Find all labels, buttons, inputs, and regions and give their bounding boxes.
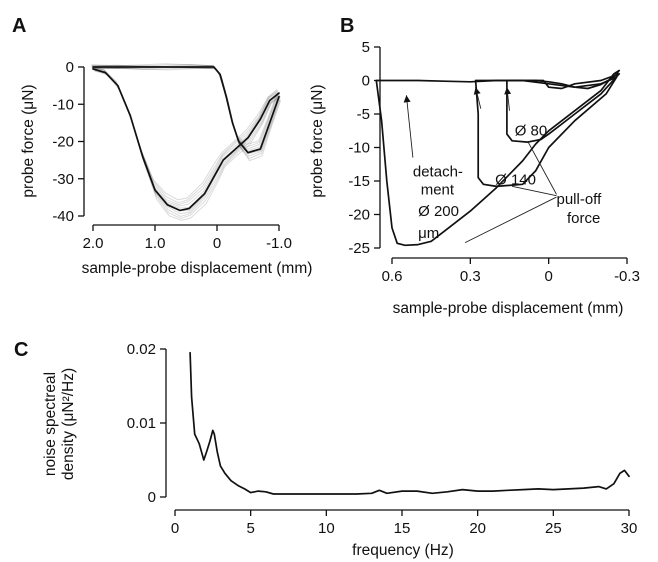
x-tick-label: 15	[394, 520, 411, 537]
trace-repeat	[92, 65, 280, 153]
y-tick-label: -15	[348, 173, 370, 190]
trace-repeat	[93, 66, 280, 155]
force-trace-200	[375, 69, 621, 247]
y-axis-title: noise spectreal	[42, 372, 59, 476]
y-tick-label: 5	[362, 39, 370, 56]
detachment-arrow-200	[403, 95, 414, 158]
mean-trace-retraction	[92, 68, 280, 212]
y-tick-label: -25	[348, 240, 370, 257]
force-trace-140	[474, 76, 618, 188]
annotation-d140: Ø 140	[495, 171, 536, 188]
x-tick-label: -1.0	[266, 235, 292, 252]
annotation-pull-off: pull-off	[557, 191, 603, 208]
mean-trace-approach	[92, 66, 280, 154]
y-tick-label: -10	[348, 140, 370, 157]
trace-bundle-approach	[91, 63, 282, 162]
pull-off-pointer-140	[512, 185, 557, 197]
arrowhead	[403, 95, 411, 103]
y-tick-label: 0	[66, 59, 74, 76]
arrowhead	[473, 87, 481, 95]
x-tick-label: 25	[545, 520, 562, 537]
x-tick-label: -0.3	[614, 268, 640, 285]
detachment-arrow-140	[473, 87, 482, 109]
y-tick-label: 0.02	[127, 341, 156, 358]
y-tick-label: 0	[148, 489, 156, 506]
panel-a-chart: 0 -10 -20 -30 -40 2.0 1.0 0 -1.0 sample-probe dis…	[20, 59, 312, 277]
y-tick-label: -20	[52, 134, 74, 151]
detachment-arrow-80	[504, 87, 512, 111]
x-tick-label: 0	[213, 235, 221, 252]
annotation-d200: Ø 200	[418, 203, 459, 220]
x-axis-title: sample-probe displacement (mm)	[82, 260, 313, 277]
pull-off-pointer-80	[527, 141, 557, 195]
panel-b-chart: 5 0 -5 -10 -15 -20 -25 0.6 0.3 0 -0.3 sample-probe …	[309, 39, 640, 317]
x-tick-label: 1.0	[145, 235, 166, 252]
y-tick-label: 0	[362, 73, 370, 90]
y-axis-title: density (μN²/Hz)	[60, 368, 77, 480]
y-tick-label: -10	[52, 96, 74, 113]
x-tick-label: 2.0	[83, 235, 104, 252]
x-tick-label: 20	[469, 520, 486, 537]
annotation-detach-1: detach-	[413, 163, 463, 180]
trace-repeat	[94, 69, 281, 220]
panel-c-chart: 0 0.01 0.02 0 5 10 15 20 25 30 frequency (Hz) noise…	[42, 341, 637, 559]
y-tick-label: -20	[348, 207, 370, 224]
x-axis-title: sample-probe displacement (mm)	[393, 300, 624, 317]
x-tick-label: 0	[544, 268, 552, 285]
annotation-force: force	[567, 210, 600, 227]
annotation-um: μm	[418, 225, 439, 242]
trace-repeat	[91, 63, 278, 145]
panel-letter-b: B	[340, 15, 354, 37]
annotation-detach-2: ment	[421, 181, 455, 198]
x-tick-label: 5	[246, 520, 254, 537]
noise-spectrum-trace	[189, 351, 630, 495]
trace-repeat	[92, 68, 280, 209]
y-tick-label: -40	[52, 208, 74, 225]
y-axis-title: probe force (μN)	[309, 84, 326, 197]
x-axis-title: frequency (Hz)	[352, 542, 454, 559]
x-tick-label: 0.6	[382, 268, 403, 285]
y-tick-label: -5	[357, 106, 370, 123]
y-tick-label: -30	[52, 171, 74, 188]
x-tick-label: 0.3	[460, 268, 481, 285]
x-tick-label: 30	[621, 520, 638, 537]
arrowhead	[504, 87, 512, 95]
annotation-d80: Ø 80	[515, 122, 548, 139]
y-tick-label: 0.01	[127, 415, 156, 432]
panel-letter-a: A	[12, 15, 26, 37]
panel-letter-c: C	[14, 339, 28, 361]
pull-off-pointer-200	[464, 196, 557, 244]
y-axis-title: probe force (μN)	[20, 84, 37, 197]
force-trace-80	[506, 72, 621, 143]
x-tick-label: 0	[171, 520, 179, 537]
arrow-shaft	[405, 95, 414, 158]
x-tick-label: 10	[318, 520, 335, 537]
